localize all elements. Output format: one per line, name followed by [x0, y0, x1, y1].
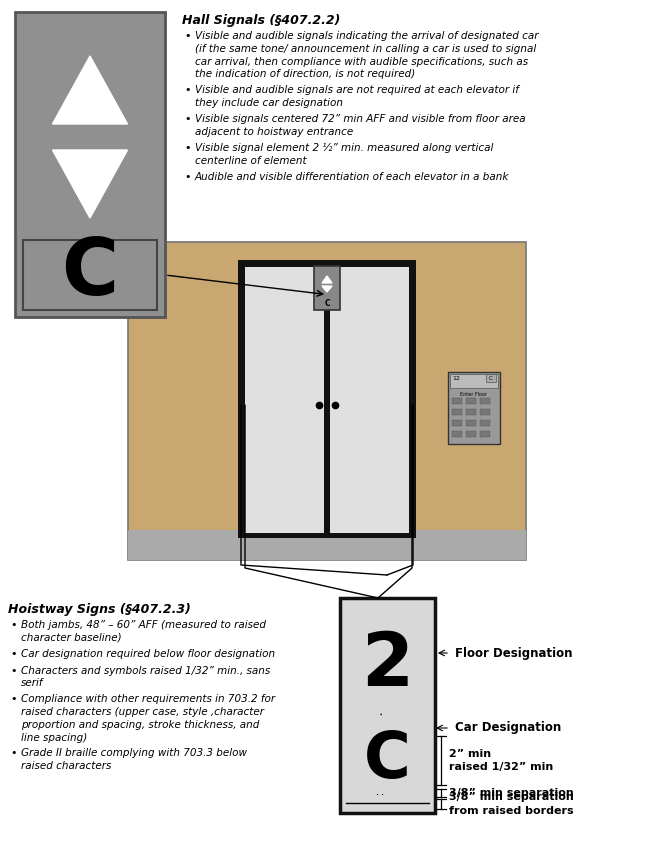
Text: •: • [10, 649, 16, 659]
Bar [238, 260, 416, 538]
Text: 3/8” min separation
from raised borders: 3/8” min separation from raised borders [449, 793, 574, 816]
Text: 12: 12 [452, 376, 460, 381]
Bar [466, 398, 476, 404]
FancyBboxPatch shape [448, 372, 500, 444]
Bar [245, 267, 324, 533]
Bar [466, 420, 476, 426]
Text: Characters and symbols raised 1/32” min., sans
serif: Characters and symbols raised 1/32” min.… [21, 665, 270, 688]
Text: Audible and visible differentiation of each elevator in a bank: Audible and visible differentiation of e… [195, 172, 509, 182]
FancyBboxPatch shape [15, 12, 165, 317]
Text: Car designation required below floor designation: Car designation required below floor des… [21, 649, 275, 659]
Text: Visible signals centered 72” min AFF and visible from floor area
adjacent to hoi: Visible signals centered 72” min AFF and… [195, 114, 526, 137]
Bar [480, 420, 490, 426]
Bar [480, 409, 490, 415]
Text: 2” min
raised 1/32” min: 2” min raised 1/32” min [449, 749, 553, 772]
Text: Visible and audible signals are not required at each elevator if
they include ca: Visible and audible signals are not requ… [195, 85, 519, 108]
Text: 2: 2 [361, 629, 414, 703]
Bar [452, 409, 462, 415]
Bar [452, 420, 462, 426]
Text: •: • [184, 143, 191, 153]
Text: •: • [184, 114, 191, 124]
Text: Grade II braille complying with 703.3 below
raised characters: Grade II braille complying with 703.3 be… [21, 748, 247, 771]
Text: •: • [184, 172, 191, 182]
Bar [480, 431, 490, 437]
Text: Compliance with other requirements in 703.2 for
raised characters (upper case, s: Compliance with other requirements in 70… [21, 694, 275, 743]
Text: C: C [364, 729, 411, 791]
Text: Hall Signals (§407.2.2): Hall Signals (§407.2.2) [182, 14, 340, 27]
Text: ⠄⠄: ⠄⠄ [376, 791, 387, 797]
Text: C: C [61, 235, 118, 311]
Bar [128, 530, 526, 560]
Text: C: C [489, 376, 493, 381]
Text: Car Designation: Car Designation [455, 722, 561, 734]
FancyBboxPatch shape [128, 242, 526, 560]
Text: Floor Designation: Floor Designation [455, 646, 572, 659]
Polygon shape [53, 150, 128, 218]
Text: •: • [10, 620, 16, 630]
Bar [330, 267, 409, 533]
Text: 3/8” min separation: 3/8” min separation [449, 788, 574, 798]
Text: C: C [324, 299, 330, 307]
Text: •: • [10, 748, 16, 758]
Text: •: • [10, 694, 16, 704]
Text: ⠄: ⠄ [379, 708, 386, 718]
Polygon shape [322, 286, 332, 292]
Bar [480, 398, 490, 404]
Polygon shape [53, 56, 128, 124]
Text: Both jambs, 48” – 60” AFF (measured to raised
character baseline): Both jambs, 48” – 60” AFF (measured to r… [21, 620, 266, 643]
Bar [466, 431, 476, 437]
Text: Visible signal element 2 ½” min. measured along vertical
centerline of element: Visible signal element 2 ½” min. measure… [195, 143, 494, 166]
Polygon shape [322, 276, 332, 283]
FancyBboxPatch shape [23, 240, 157, 310]
Text: •: • [10, 665, 16, 675]
Bar [450, 374, 498, 388]
Bar [486, 374, 496, 382]
Text: Enter Floor: Enter Floor [461, 391, 488, 396]
Text: Visible and audible signals indicating the arrival of designated car
(if the sam: Visible and audible signals indicating t… [195, 31, 538, 80]
FancyBboxPatch shape [314, 266, 340, 310]
Text: Hoistway Signs (§407.2.3): Hoistway Signs (§407.2.3) [8, 603, 191, 616]
FancyBboxPatch shape [340, 598, 435, 813]
Bar [452, 398, 462, 404]
Text: •: • [184, 31, 191, 41]
Bar [466, 409, 476, 415]
Bar [452, 431, 462, 437]
Text: •: • [184, 85, 191, 95]
